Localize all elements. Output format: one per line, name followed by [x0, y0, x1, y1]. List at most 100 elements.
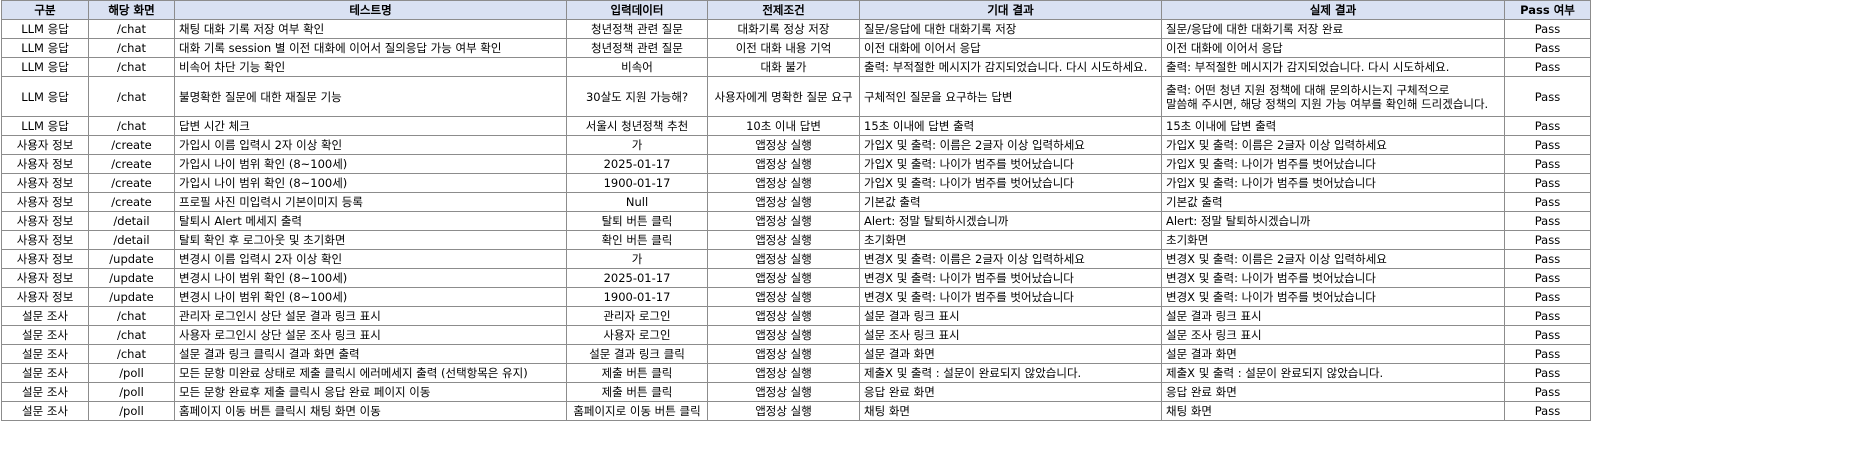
- screen-cell: /create: [88, 135, 175, 155]
- expected-result-cell: 가입X 및 출력: 이름은 2글자 이상 입력하세요: [859, 135, 1162, 155]
- table-row: 설문 조사/poll 모든 문항 완료후 제출 클릭시 응답 완료 페이지 이동 제…: [1, 382, 1591, 402]
- test-name-cell: 설문 결과 링크 클릭시 결과 화면 출력: [174, 344, 567, 364]
- test-name-cell: 답변 시간 체크: [174, 116, 567, 136]
- table-row: 사용자 정보/update 변경시 이름 입력시 2자 이상 확인 가 앱정상 실행 변…: [1, 249, 1591, 269]
- category-cell: 사용자 정보: [1, 230, 89, 250]
- pass-status-cell: Pass: [1504, 211, 1591, 231]
- screen-cell: /update: [88, 268, 175, 288]
- expected-result-cell: 설문 결과 링크 표시: [859, 306, 1162, 326]
- screen-cell: /chat: [88, 306, 175, 326]
- input-data-cell: 제출 버튼 클릭: [566, 382, 708, 402]
- expected-result-cell: 초기화면: [859, 230, 1162, 250]
- table-row: 사용자 정보/create 가입시 나이 범위 확인 (8~100세) 1900-0…: [1, 173, 1591, 193]
- input-data-cell: 홈페이지로 이동 버튼 클릭: [566, 401, 708, 421]
- precondition-cell: 앱정상 실행: [707, 401, 860, 421]
- expected-result-cell: 15초 이내에 답변 출력: [859, 116, 1162, 136]
- test-case-table: 구분 해당 화면 테스트명 입력데이터 전제조건 기대 결과 실제 결과 Pass 여부 LL…: [1, 0, 1591, 421]
- expected-result-cell: 설문 결과 화면: [859, 344, 1162, 364]
- category-cell: 사용자 정보: [1, 192, 89, 212]
- screen-cell: /chat: [88, 116, 175, 136]
- table-row: 사용자 정보/detail 탈퇴 확인 후 로그아웃 및 초기화면 확인 버튼 클릭…: [1, 230, 1591, 250]
- table-row: 설문 조사/poll 홈페이지 이동 버튼 클릭시 채팅 화면 이동 홈페이지로 이…: [1, 401, 1591, 421]
- header-precondition: 전제조건: [707, 0, 860, 20]
- expected-result-cell: 변경X 및 출력: 이름은 2글자 이상 입력하세요: [859, 249, 1162, 269]
- table-row: LLM 응답/chat 대화 기록 session 별 이전 대화에 이어서 질의…: [1, 38, 1591, 58]
- screen-cell: /poll: [88, 363, 175, 383]
- category-cell: 설문 조사: [1, 306, 89, 326]
- screen-cell: /create: [88, 173, 175, 193]
- table-row: 사용자 정보/update 변경시 나이 범위 확인 (8~100세) 2025-0…: [1, 268, 1591, 288]
- header-test-name: 테스트명: [174, 0, 567, 20]
- actual-result-cell: 가입X 및 출력: 나이가 범주를 벗어났습니다: [1161, 173, 1505, 193]
- actual-result-cell: 질문/응답에 대한 대화기록 저장 완료: [1161, 19, 1505, 39]
- precondition-cell: 앱정상 실행: [707, 249, 860, 269]
- header-row: 구분 해당 화면 테스트명 입력데이터 전제조건 기대 결과 실제 결과 Pass 여부: [1, 0, 1591, 20]
- category-cell: 설문 조사: [1, 344, 89, 364]
- test-name-cell: 변경시 이름 입력시 2자 이상 확인: [174, 249, 567, 269]
- pass-status-cell: Pass: [1504, 116, 1591, 136]
- actual-result-cell: 설문 결과 화면: [1161, 344, 1505, 364]
- screen-cell: /chat: [88, 344, 175, 364]
- actual-result-cell: 채팅 화면: [1161, 401, 1505, 421]
- pass-status-cell: Pass: [1504, 268, 1591, 288]
- header-input-data: 입력데이터: [566, 0, 708, 20]
- test-name-cell: 관리자 로그인시 상단 설문 결과 링크 표시: [174, 306, 567, 326]
- category-cell: 설문 조사: [1, 325, 89, 345]
- test-name-cell: 홈페이지 이동 버튼 클릭시 채팅 화면 이동: [174, 401, 567, 421]
- category-cell: 사용자 정보: [1, 249, 89, 269]
- pass-status-cell: Pass: [1504, 344, 1591, 364]
- test-name-cell: 불명확한 질문에 대한 재질문 기능: [174, 76, 567, 117]
- category-cell: 설문 조사: [1, 363, 89, 383]
- test-name-cell: 대화 기록 session 별 이전 대화에 이어서 질의응답 가능 여부 확인: [174, 38, 567, 58]
- test-name-cell: 탈퇴시 Alert 메세지 출력: [174, 211, 567, 231]
- pass-status-cell: Pass: [1504, 382, 1591, 402]
- screen-cell: /update: [88, 249, 175, 269]
- precondition-cell: 앱정상 실행: [707, 287, 860, 307]
- input-data-cell: 30살도 지원 가능해?: [566, 76, 708, 117]
- actual-result-cell: 15초 이내에 답변 출력: [1161, 116, 1505, 136]
- expected-result-cell: Alert: 정말 탈퇴하시겠습니까: [859, 211, 1162, 231]
- table-row: 사용자 정보/create 가입시 나이 범위 확인 (8~100세) 2025-0…: [1, 154, 1591, 174]
- screen-cell: /update: [88, 287, 175, 307]
- test-name-cell: 비속어 차단 기능 확인: [174, 57, 567, 77]
- header-pass-status: Pass 여부: [1504, 0, 1591, 20]
- pass-status-cell: Pass: [1504, 19, 1591, 39]
- precondition-cell: 앱정상 실행: [707, 135, 860, 155]
- precondition-cell: 앱정상 실행: [707, 173, 860, 193]
- expected-result-cell: 기본값 출력: [859, 192, 1162, 212]
- pass-status-cell: Pass: [1504, 306, 1591, 326]
- input-data-cell: 탈퇴 버튼 클릭: [566, 211, 708, 231]
- test-name-cell: 가입시 이름 입력시 2자 이상 확인: [174, 135, 567, 155]
- input-data-cell: 2025-01-17: [566, 268, 708, 288]
- expected-result-cell: 응답 완료 화면: [859, 382, 1162, 402]
- category-cell: 사용자 정보: [1, 268, 89, 288]
- input-data-cell: Null: [566, 192, 708, 212]
- table-row: LLM 응답/chat 채팅 대화 기록 저장 여부 확인 청년정책 관련 질문 대화…: [1, 19, 1591, 39]
- category-cell: 사용자 정보: [1, 173, 89, 193]
- header-actual-result: 실제 결과: [1161, 0, 1505, 20]
- table-row: 사용자 정보/create 프로필 사진 미입력시 기본이미지 등록 Null 앱정상…: [1, 192, 1591, 212]
- actual-result-cell: 이전 대화에 이어서 응답: [1161, 38, 1505, 58]
- pass-status-cell: Pass: [1504, 57, 1591, 77]
- pass-status-cell: Pass: [1504, 154, 1591, 174]
- actual-result-cell: 출력: 부적절한 메시지가 감지되었습니다. 다시 시도하세요.: [1161, 57, 1505, 77]
- pass-status-cell: Pass: [1504, 249, 1591, 269]
- expected-result-cell: 채팅 화면: [859, 401, 1162, 421]
- screen-cell: /chat: [88, 325, 175, 345]
- actual-result-cell: 초기화면: [1161, 230, 1505, 250]
- category-cell: 설문 조사: [1, 382, 89, 402]
- expected-result-cell: 가입X 및 출력: 나이가 범주를 벗어났습니다: [859, 173, 1162, 193]
- input-data-cell: 서울시 청년정책 추천: [566, 116, 708, 136]
- table-row: 설문 조사/poll 모든 문항 미완료 상태로 제출 클릭시 에러메세지 출력 …: [1, 363, 1591, 383]
- test-name-cell: 모든 문항 미완료 상태로 제출 클릭시 에러메세지 출력 (선택항목은 유지): [174, 363, 567, 383]
- pass-status-cell: Pass: [1504, 230, 1591, 250]
- table-row: 사용자 정보/detail 탈퇴시 Alert 메세지 출력 탈퇴 버튼 클릭 앱정상…: [1, 211, 1591, 231]
- pass-status-cell: Pass: [1504, 325, 1591, 345]
- input-data-cell: 1900-01-17: [566, 287, 708, 307]
- actual-result-cell: 출력: 어떤 청년 지원 정책에 대해 문의하시는지 구체적으로 말씀해 주시면…: [1161, 76, 1505, 117]
- screen-cell: /chat: [88, 76, 175, 117]
- input-data-cell: 가: [566, 135, 708, 155]
- test-name-cell: 변경시 나이 범위 확인 (8~100세): [174, 287, 567, 307]
- precondition-cell: 대화 불가: [707, 57, 860, 77]
- input-data-cell: 확인 버튼 클릭: [566, 230, 708, 250]
